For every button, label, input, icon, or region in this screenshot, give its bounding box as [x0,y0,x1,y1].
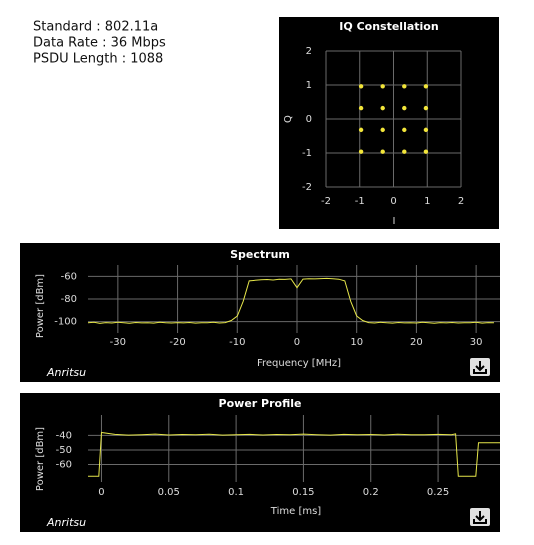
x-tick-label: -10 [229,337,245,348]
info-line: Standard : 802.11a [33,20,158,35]
x-tick-label: 10 [350,337,363,348]
iq-point [358,127,364,133]
iq-point [358,105,364,111]
x-tick-label: 0 [98,487,104,498]
trace [87,277,495,324]
download-icon [473,361,487,374]
x-tick-label: -1 [355,196,365,207]
chart-title: IQ Constellation [339,20,438,33]
logo: Anritsu [46,516,86,529]
x-tick-label: 0 [390,196,396,207]
y-axis-label: Q [283,115,294,123]
x-tick-label: 2 [458,196,464,207]
chart-title: Power Profile [219,397,302,410]
iq-point [402,149,407,154]
y-tick-label: -100 [54,317,77,328]
x-axis-label: I [393,216,396,227]
y-tick-label: -60 [56,460,72,471]
iq-point [402,127,407,133]
y-tick-label: 0 [306,114,312,125]
x-tick-label: -2 [321,196,331,207]
iq-point [423,105,429,111]
x-axis-label: Frequency [MHz] [257,358,341,369]
iq-point [402,105,407,111]
x-tick-label: 20 [410,337,423,348]
y-axis-label: Power [dBm] [35,274,46,338]
download-icon [473,511,487,524]
iq-point [380,105,385,111]
iq-point [402,84,407,89]
x-tick-label: 30 [470,337,483,348]
y-axis-label: Power [dBm] [35,427,46,491]
panel [279,17,499,229]
x-tick-label: 0.1 [228,487,244,498]
y-tick-label: -1 [302,148,312,159]
panel [20,393,500,532]
y-tick-label: -40 [56,430,72,441]
x-tick-label: 1 [424,196,430,207]
logo: Anritsu [46,366,86,379]
y-tick-label: -80 [61,294,77,305]
x-tick-label: 0.05 [158,487,180,498]
y-tick-label: 2 [306,46,312,57]
x-tick-label: 0.15 [292,487,314,498]
panel [20,243,500,382]
iq-point [423,149,429,154]
y-tick-label: 1 [306,80,312,91]
iq-point [358,84,364,89]
x-tick-label: 0 [294,337,300,348]
x-tick-label: -30 [110,337,126,348]
x-tick-label: 0.25 [427,487,449,498]
y-tick-label: -60 [61,271,77,282]
iq-point [380,84,385,89]
iq-point [423,127,429,133]
info-line: Data Rate : 36 Mbps [33,36,166,51]
iq-point [423,84,429,89]
iq-point [380,149,385,154]
x-tick-label: -20 [169,337,185,348]
iq-point [380,127,385,133]
x-axis-label: Time [ms] [270,506,322,517]
y-tick-label: -2 [302,182,312,193]
y-tick-label: -50 [56,445,72,456]
x-tick-label: 0.2 [363,487,379,498]
chart-title: Spectrum [230,248,290,261]
info-line: PSDU Length : 1088 [33,52,163,67]
trace [88,431,500,477]
iq-point [358,149,364,154]
